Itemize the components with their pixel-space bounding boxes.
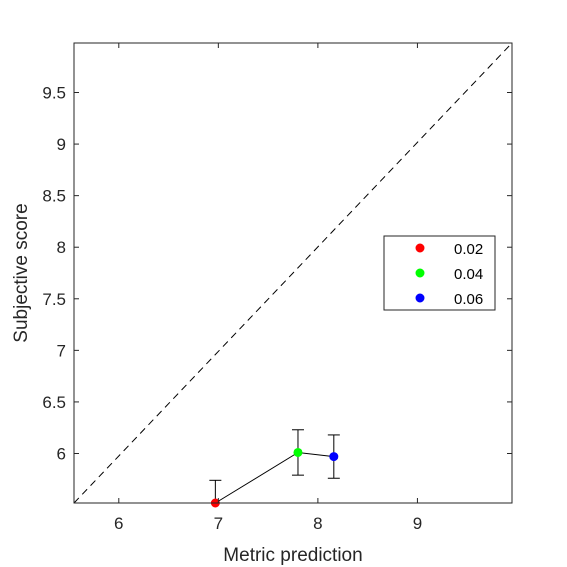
legend-label-0.06: 0.06 — [454, 291, 483, 308]
legend-box — [383, 235, 496, 311]
data-point-0.04 — [293, 447, 303, 457]
data-point-0.06 — [329, 452, 339, 462]
x-tick-label: 7 — [214, 514, 223, 533]
legend-marker-0.02 — [415, 243, 425, 253]
y-tick-label: 8.5 — [42, 187, 66, 206]
x-axis-label: Metric prediction — [223, 545, 362, 566]
legend-label-0.04: 0.04 — [454, 266, 483, 283]
y-tick-label: 8 — [57, 238, 66, 257]
legend-marker-0.06 — [415, 293, 425, 303]
y-tick-label: 7.5 — [42, 290, 66, 309]
x-tick-label: 8 — [313, 514, 322, 533]
x-tick-label: 9 — [413, 514, 422, 533]
plot-area-frame — [73, 42, 513, 504]
axis-tick-layer: 6 7 8 9 6 6.5 7 7.5 8 8.5 9 9.5 — [42, 43, 512, 533]
y-tick-label: 6 — [57, 444, 66, 463]
legend: 0.02 0.04 0.06 — [383, 235, 496, 311]
legend-marker-0.04 — [415, 268, 425, 278]
y-tick-label: 9 — [57, 135, 66, 154]
reference-line-layer — [73, 42, 513, 504]
y-tick-label: 9.5 — [42, 84, 66, 103]
x-tick-label: 6 — [114, 514, 123, 533]
y-axis-label: Subjective score — [11, 203, 32, 342]
legend-label-0.02: 0.02 — [454, 241, 483, 258]
reference-diagonal-line — [73, 42, 513, 504]
y-tick-label: 6.5 — [42, 393, 66, 412]
y-tick-label: 7 — [57, 341, 66, 360]
